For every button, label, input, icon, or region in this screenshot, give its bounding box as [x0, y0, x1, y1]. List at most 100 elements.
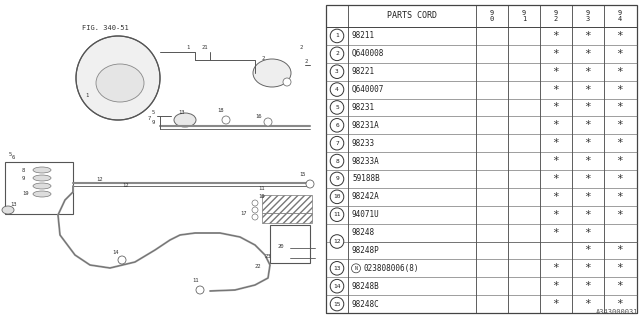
Circle shape	[330, 279, 344, 293]
Bar	[5, 162, 73, 214]
Text: 8: 8	[335, 159, 339, 164]
Text: 59188B: 59188B	[352, 174, 380, 183]
Circle shape	[99, 67, 127, 95]
Circle shape	[330, 47, 344, 60]
Text: *: *	[552, 192, 559, 202]
Circle shape	[330, 83, 344, 96]
Circle shape	[330, 172, 344, 186]
Circle shape	[118, 256, 126, 264]
Text: 8: 8	[22, 168, 25, 173]
Text: 10: 10	[258, 194, 264, 199]
Text: *: *	[616, 210, 623, 220]
Text: 21: 21	[202, 45, 208, 50]
Ellipse shape	[33, 167, 51, 173]
Text: 7: 7	[148, 116, 151, 121]
Text: N: N	[355, 266, 357, 271]
Text: 15: 15	[299, 172, 305, 177]
Text: Q640008: Q640008	[352, 49, 385, 58]
Text: *: *	[616, 192, 623, 202]
Text: *: *	[584, 174, 591, 184]
Bar	[270, 225, 310, 263]
Text: 6: 6	[335, 123, 339, 128]
Text: *: *	[616, 245, 623, 255]
Ellipse shape	[253, 59, 291, 87]
Text: *: *	[584, 156, 591, 166]
Circle shape	[252, 207, 258, 213]
Text: *: *	[584, 245, 591, 255]
Text: *: *	[584, 84, 591, 95]
Text: 9: 9	[152, 120, 156, 125]
Text: 1: 1	[186, 45, 189, 50]
Text: *: *	[616, 281, 623, 291]
Text: 11: 11	[333, 212, 340, 217]
Text: 98248B: 98248B	[352, 282, 380, 291]
Text: *: *	[552, 31, 559, 41]
Text: *: *	[616, 84, 623, 95]
Bar	[262, 213, 312, 223]
Text: *: *	[584, 102, 591, 112]
Text: 13: 13	[333, 266, 340, 271]
Circle shape	[252, 200, 258, 206]
Circle shape	[330, 235, 344, 248]
Text: *: *	[584, 228, 591, 237]
Text: *: *	[584, 281, 591, 291]
Text: 9
1: 9 1	[522, 10, 526, 22]
Text: *: *	[616, 67, 623, 77]
Ellipse shape	[33, 183, 51, 189]
Circle shape	[330, 208, 344, 221]
Circle shape	[330, 154, 344, 168]
Text: 22: 22	[255, 264, 262, 269]
Circle shape	[330, 261, 344, 275]
Text: *: *	[552, 84, 559, 95]
Text: A343000031: A343000031	[595, 309, 638, 315]
Text: *: *	[584, 263, 591, 273]
Text: *: *	[552, 228, 559, 237]
Text: *: *	[616, 120, 623, 130]
Circle shape	[330, 101, 344, 114]
Text: 1: 1	[85, 93, 88, 98]
Text: 4: 4	[335, 87, 339, 92]
Bar	[262, 195, 312, 213]
Text: 9
2: 9 2	[554, 10, 558, 22]
Text: 98233A: 98233A	[352, 156, 380, 165]
Text: 9: 9	[22, 176, 25, 181]
Text: 98221: 98221	[352, 67, 375, 76]
Ellipse shape	[174, 113, 196, 127]
Text: 9
4: 9 4	[618, 10, 622, 22]
Ellipse shape	[33, 175, 51, 181]
Text: *: *	[552, 263, 559, 273]
Text: 9: 9	[335, 176, 339, 181]
Circle shape	[283, 78, 291, 86]
Text: 98231: 98231	[352, 103, 375, 112]
Text: 2: 2	[262, 56, 265, 61]
Circle shape	[264, 118, 272, 126]
Text: 10: 10	[333, 194, 340, 199]
Text: 9
3: 9 3	[586, 10, 590, 22]
Text: *: *	[616, 156, 623, 166]
Text: PARTS CORD: PARTS CORD	[387, 12, 437, 20]
Text: 23: 23	[265, 254, 271, 259]
Text: 5: 5	[335, 105, 339, 110]
Text: 11: 11	[192, 278, 198, 283]
Text: 15: 15	[333, 301, 340, 307]
Circle shape	[76, 36, 160, 120]
Text: *: *	[584, 299, 591, 309]
Text: 14: 14	[333, 284, 340, 289]
Text: *: *	[552, 156, 559, 166]
Circle shape	[351, 264, 360, 273]
Text: FIG. 340-51: FIG. 340-51	[82, 25, 129, 31]
Text: *: *	[616, 299, 623, 309]
Text: 1: 1	[335, 33, 339, 38]
Text: 5: 5	[9, 152, 12, 157]
Text: *: *	[552, 210, 559, 220]
Text: 98233: 98233	[352, 139, 375, 148]
Text: 98248P: 98248P	[352, 246, 380, 255]
Text: 2: 2	[335, 51, 339, 56]
Text: Q640007: Q640007	[352, 85, 385, 94]
Text: *: *	[616, 49, 623, 59]
Text: *: *	[584, 67, 591, 77]
Text: 98211: 98211	[352, 31, 375, 40]
Text: 20: 20	[278, 244, 285, 249]
Text: *: *	[616, 31, 623, 41]
Text: 16: 16	[255, 114, 262, 119]
